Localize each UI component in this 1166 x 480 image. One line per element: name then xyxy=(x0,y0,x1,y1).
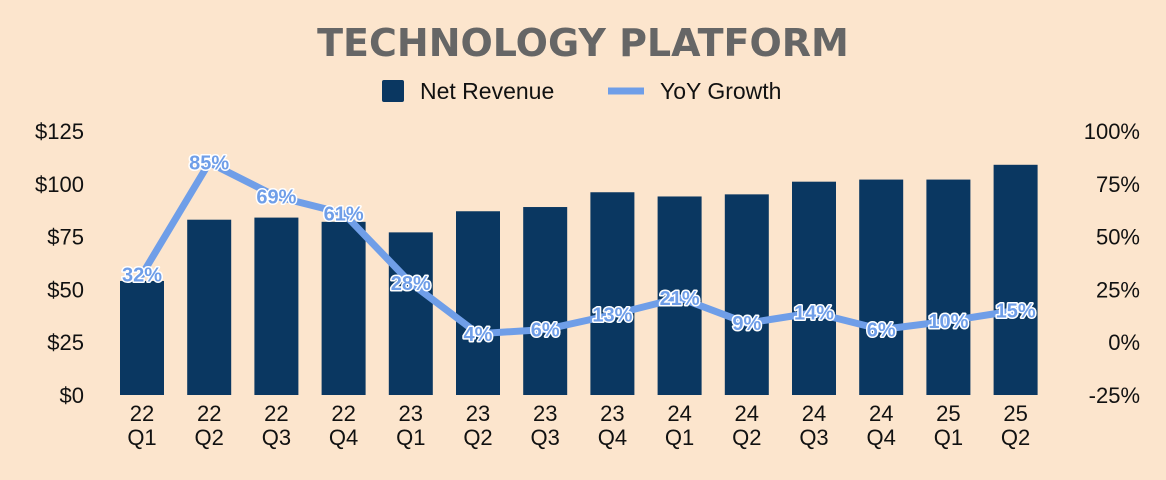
bar-series-net-revenue xyxy=(120,164,1038,395)
growth-data-label: 28% xyxy=(391,273,431,295)
y-left-tick-label: $100 xyxy=(35,172,84,197)
bar xyxy=(388,232,433,395)
growth-data-label: 6% xyxy=(867,320,896,342)
bar xyxy=(456,211,500,395)
x-tick-label: 24 Q3 xyxy=(799,401,828,450)
growth-data-label: 69% xyxy=(256,186,296,208)
bar xyxy=(187,219,232,395)
legend-label-net-revenue: Net Revenue xyxy=(420,78,554,104)
bar xyxy=(120,280,164,395)
x-tick-label: 22 Q4 xyxy=(329,401,358,450)
x-tick-label: 22 Q1 xyxy=(127,401,156,450)
legend-swatch-net-revenue xyxy=(382,80,404,102)
growth-data-label: 85% xyxy=(189,153,229,175)
growth-data-label: 6% xyxy=(531,320,560,342)
bar xyxy=(724,194,769,395)
y-left-tick-label: $125 xyxy=(35,119,84,144)
y-left-tick-label: $75 xyxy=(47,225,84,250)
y-right-tick-label: 0% xyxy=(1108,330,1140,355)
y-left-tick-label: $50 xyxy=(47,277,84,302)
growth-data-label: 13% xyxy=(592,305,632,327)
legend-label-yoy-growth: YoY Growth xyxy=(660,78,781,104)
growth-data-label: 32% xyxy=(122,265,162,287)
line-series-yoy-growth: 32% 85% 69% 61% 28% 4% 6% 13% 21% 9% 14% 6% 10% 15% xyxy=(120,151,1037,347)
x-tick-label: 24 Q4 xyxy=(867,401,896,450)
bar xyxy=(926,179,971,395)
x-tick-label: 25 Q1 xyxy=(934,401,963,450)
y-axis-right: -25% 0% 25% 50% 75% 100% xyxy=(1084,119,1140,408)
bar xyxy=(792,181,836,395)
y-right-tick-label: 75% xyxy=(1096,172,1140,197)
x-tick-label: 23 Q4 xyxy=(598,401,627,450)
growth-line-path xyxy=(138,159,1020,338)
growth-data-label: 21% xyxy=(660,288,700,310)
x-tick-label: 23 Q1 xyxy=(396,401,425,450)
chart-title: TECHNOLOGY PLATFORM xyxy=(317,21,849,65)
x-tick-label: 22 Q2 xyxy=(195,401,224,450)
bar xyxy=(523,207,568,395)
growth-data-label: 10% xyxy=(928,311,968,333)
y-right-tick-label: 25% xyxy=(1096,277,1140,302)
growth-data-label: 14% xyxy=(794,303,834,325)
growth-data-label: 4% xyxy=(464,324,493,346)
bar xyxy=(993,164,1038,395)
x-tick-label: 25 Q2 xyxy=(1001,401,1030,450)
x-tick-label: 23 Q3 xyxy=(531,401,560,450)
bar xyxy=(590,192,635,395)
y-left-tick-label: $0 xyxy=(60,383,84,408)
growth-data-label: 15% xyxy=(996,301,1036,323)
y-right-tick-label: 50% xyxy=(1096,225,1140,250)
x-tick-label: 23 Q2 xyxy=(463,401,492,450)
y-axis-left: $0 $25 $50 $75 $100 $125 xyxy=(35,119,84,408)
bar xyxy=(321,221,366,395)
growth-data-label: 61% xyxy=(324,203,364,225)
bar xyxy=(859,179,904,395)
y-right-tick-label: 100% xyxy=(1084,119,1140,144)
legend: Net Revenue YoY Growth xyxy=(382,78,781,104)
x-tick-label: 24 Q2 xyxy=(732,401,761,450)
bar xyxy=(254,217,299,395)
y-left-tick-label: $25 xyxy=(47,330,84,355)
y-right-tick-label: -25% xyxy=(1089,383,1140,408)
x-tick-label: 22 Q3 xyxy=(262,401,291,450)
x-axis: 22 Q1 22 Q2 22 Q3 22 Q4 23 Q1 23 Q2 23 Q3 23 Q4 24 Q1 24 Q2… xyxy=(127,401,1030,450)
x-tick-label: 24 Q1 xyxy=(665,401,694,450)
growth-data-label: 9% xyxy=(732,313,761,335)
